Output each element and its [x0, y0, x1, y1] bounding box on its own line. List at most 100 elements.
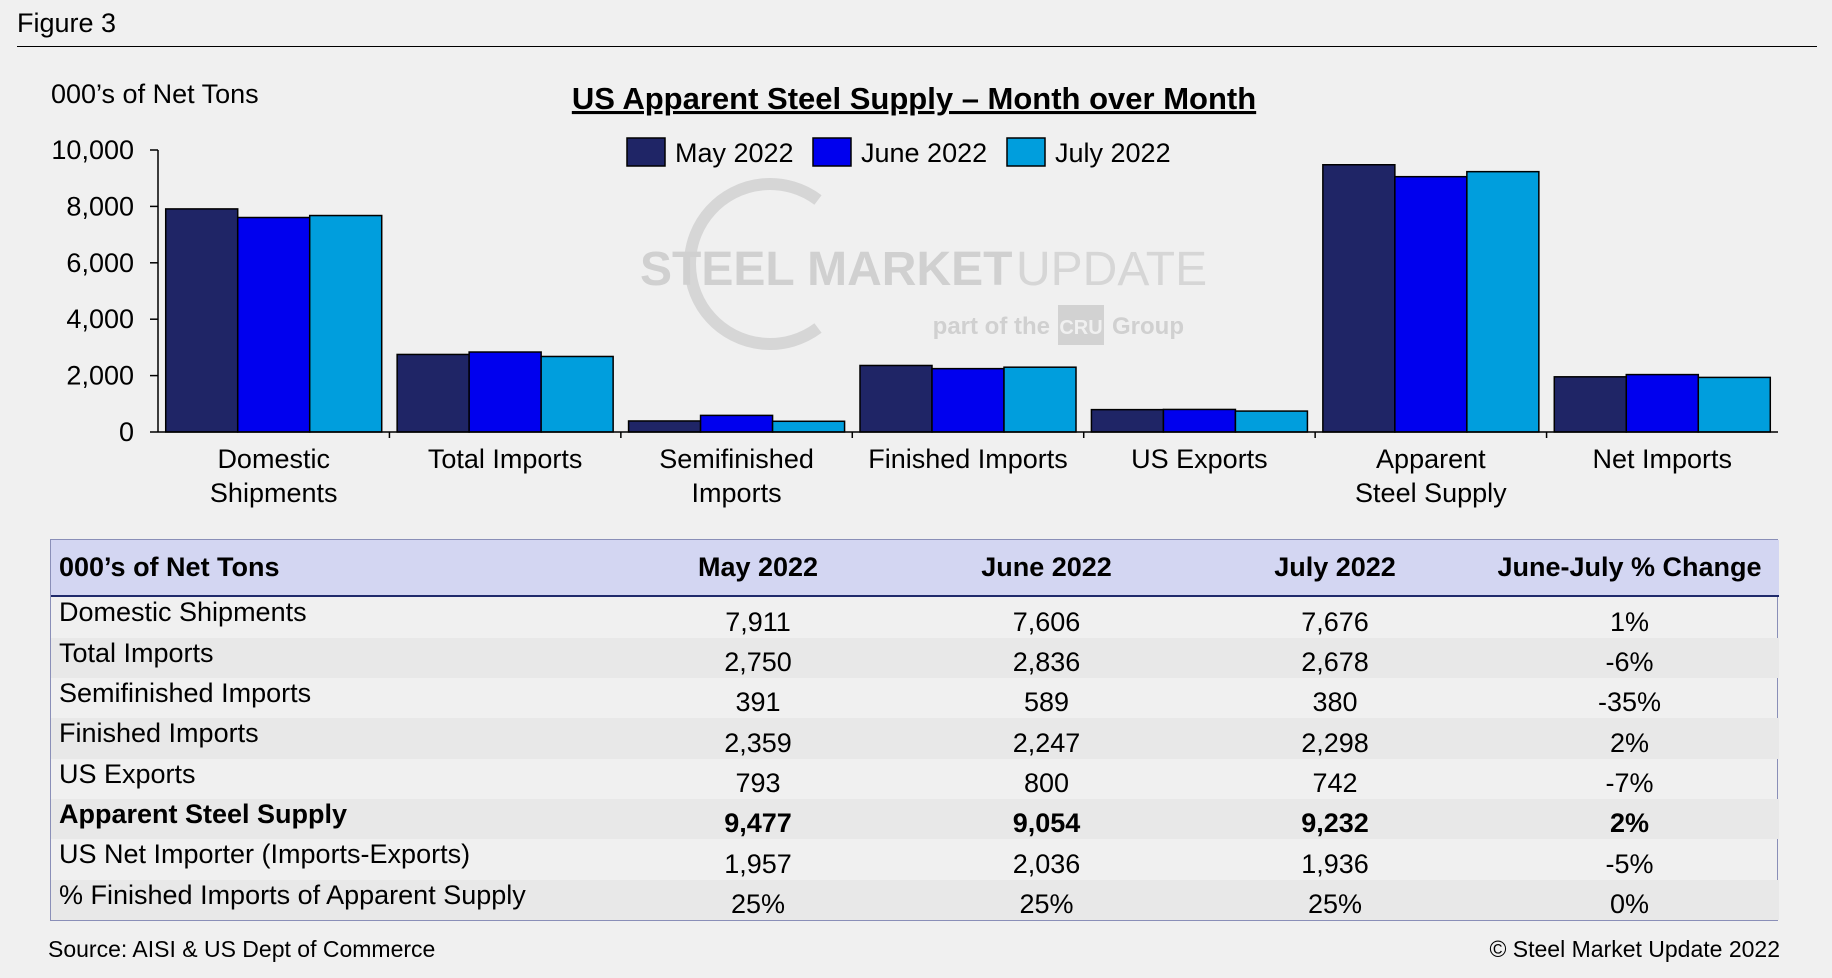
- watermark-cru-logo: CRU: [1059, 317, 1102, 339]
- table-row: Apparent Steel Supply 9,477 9,054 9,232 2%: [51, 798, 1779, 840]
- bar: [1394, 175, 1468, 433]
- bar: [1003, 366, 1077, 433]
- table-cell: 391: [735, 687, 781, 718]
- table-row: % Finished Imports of Apparent Supply 25%…: [51, 879, 1779, 920]
- table-header-june: June 2022: [903, 540, 1190, 597]
- x-axis: Domestic Shipments Total Imports Semifinish…: [210, 444, 1732, 508]
- bar: [699, 414, 774, 433]
- watermark-arc-icon: [684, 178, 822, 350]
- table-cell: 7,676: [1301, 606, 1369, 637]
- table-cell: 25%: [613, 879, 903, 920]
- watermark-tagline-post: Group: [1112, 313, 1184, 340]
- legend-label: July 2022: [1055, 138, 1171, 168]
- table-row-label: US Net Importer (Imports-Exports): [59, 839, 471, 870]
- table-row-label: Domestic Shipments: [59, 597, 307, 627]
- y-axis: 0 2,000 4,000 6,000 8,000 10,000: [51, 135, 158, 447]
- table-cell: 2,678: [1190, 637, 1480, 678]
- table-cell: 2,036: [1012, 848, 1081, 879]
- x-tick-label: Shipments: [210, 478, 338, 508]
- bar: [1090, 408, 1165, 433]
- table-cell: -6%: [1480, 637, 1779, 678]
- table-cell: 25%: [1190, 879, 1480, 920]
- table-cell: 2,247: [903, 718, 1190, 759]
- y-tick-label: 6,000: [66, 248, 134, 278]
- bar-chart: STEEL MARKET UPDATE part of the CRU Grou…: [51, 79, 1778, 508]
- bar: [396, 353, 470, 433]
- data-table-container: 000’s of Net Tons May 2022 June 2022 Jul…: [50, 539, 1779, 921]
- table-cell: 9,054: [903, 798, 1190, 840]
- table-cell: -35%: [1597, 687, 1662, 718]
- bar: [540, 355, 614, 433]
- bars: [164, 163, 1772, 438]
- table-cell: 2%: [1480, 798, 1779, 840]
- table-row-label: Apparent Steel Supply: [51, 798, 613, 840]
- x-tick-label: Finished Imports: [868, 444, 1068, 474]
- x-tick-label: Total Imports: [428, 444, 583, 474]
- source-note: Source: AISI & US Dept of Commerce: [48, 936, 436, 962]
- table-cell: 2,298: [1190, 718, 1480, 759]
- chart-title: US Apparent Steel Supply – Month over Mo…: [572, 81, 1256, 116]
- table-cell: 9,477: [613, 798, 903, 840]
- figure-label: Figure 3: [17, 8, 117, 38]
- table-header-label: 000’s of Net Tons: [51, 540, 613, 597]
- y-tick-label: 0: [119, 417, 134, 447]
- bar: [931, 367, 1005, 433]
- x-tick-label: Steel Supply: [1355, 478, 1507, 508]
- table-cell: 793: [735, 767, 781, 798]
- bar: [1162, 408, 1237, 433]
- table-header-july: July 2022: [1190, 540, 1480, 597]
- table-cell: 2,750: [613, 637, 903, 678]
- chart-legend: May 2022 June 2022 July 2022: [626, 137, 1171, 168]
- watermark-cru-box: [1058, 305, 1104, 345]
- table-cell: 1%: [1609, 606, 1650, 637]
- bar: [308, 214, 383, 433]
- x-tick-label: Imports: [692, 478, 782, 508]
- legend-label: June 2022: [861, 138, 987, 168]
- bar: [627, 420, 702, 433]
- table-header-row: 000’s of Net Tons May 2022 June 2022 Jul…: [51, 540, 1779, 597]
- y-tick-label: 4,000: [66, 304, 134, 334]
- bar: [1466, 170, 1540, 433]
- y-tick-label: 2,000: [66, 361, 134, 391]
- table-header-change: June-July % Change: [1480, 540, 1779, 597]
- watermark-tagline-pre: part of the: [933, 313, 1050, 340]
- watermark-brand-light: UPDATE: [1016, 243, 1207, 296]
- table-cell: -5%: [1605, 848, 1654, 879]
- x-tick-label: Semifinished: [659, 444, 814, 474]
- table-row: Semifinished Imports 391 589 380 -35%: [51, 678, 1779, 718]
- bar: [236, 216, 311, 433]
- table-cell: 7,911: [725, 606, 791, 637]
- bar: [859, 364, 933, 433]
- legend-swatch: [1006, 137, 1046, 167]
- bar: [164, 208, 239, 433]
- bar: [1625, 373, 1700, 433]
- table-row-label: Finished Imports: [51, 718, 613, 759]
- table-cell: 1,936: [1301, 848, 1369, 879]
- y-tick-label: 8,000: [66, 191, 134, 221]
- table-row: Domestic Shipments 7,911 7,606 7,676 1%: [51, 596, 1779, 638]
- table-row-label: Total Imports: [51, 637, 613, 678]
- x-tick-label: Net Imports: [1593, 444, 1733, 474]
- bar: [771, 420, 846, 433]
- copyright-note: © Steel Market Update 2022: [1489, 936, 1780, 962]
- table-cell: 7,606: [1012, 606, 1081, 637]
- table-cell: 742: [1312, 767, 1358, 798]
- table-cell: -7%: [1605, 767, 1654, 798]
- x-tick-label: Domestic: [217, 444, 330, 474]
- table-row: Total Imports 2,750 2,836 2,678 -6%: [51, 637, 1779, 678]
- legend-swatch: [812, 137, 852, 167]
- table-cell: 380: [1312, 687, 1358, 718]
- table-row-label: US Exports: [59, 758, 196, 789]
- bar: [1234, 410, 1309, 433]
- legend-swatch: [626, 137, 666, 167]
- table-cell: 2,359: [613, 718, 903, 759]
- table-cell: 589: [1023, 687, 1070, 718]
- x-tick-label: US Exports: [1131, 444, 1268, 474]
- table-cell: 1,957: [724, 848, 792, 879]
- bar: [468, 351, 542, 433]
- legend-label: May 2022: [675, 138, 794, 168]
- figure-divider: [17, 46, 1817, 47]
- data-table: 000’s of Net Tons May 2022 June 2022 Jul…: [51, 540, 1779, 920]
- y-axis-label: 000’s of Net Tons: [51, 79, 259, 109]
- table-row: US Net Importer (Imports-Exports) 1,957 2,…: [51, 839, 1779, 879]
